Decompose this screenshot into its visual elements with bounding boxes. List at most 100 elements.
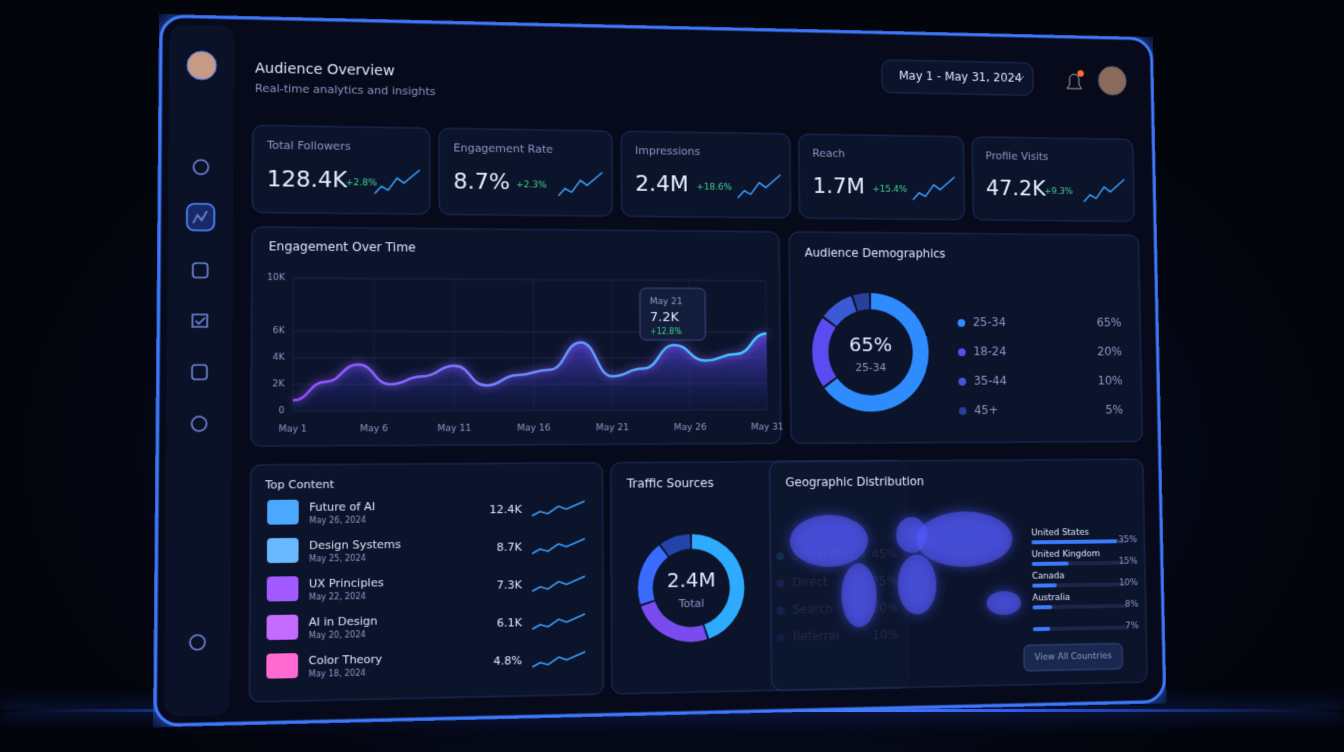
kpi-value: 1.7M: [813, 174, 865, 200]
map-region: [789, 514, 869, 568]
kpi-label: Profile Visits: [985, 150, 1048, 163]
tooltip-change: +12.8%: [650, 328, 682, 337]
item-date: May 26, 2024: [309, 516, 366, 526]
kpi-label: Reach: [812, 147, 845, 160]
date-picker[interactable]: [882, 60, 1034, 96]
legend-label: 45+: [974, 404, 998, 418]
tooltip-date: May 21: [650, 298, 683, 308]
tooltip: [640, 288, 706, 340]
item-value: 12.4K: [490, 503, 523, 516]
thumbnail: [266, 576, 299, 602]
x-tick-label: May 31: [751, 423, 783, 433]
thumbnail: [266, 653, 299, 679]
country-name: Canada: [1032, 572, 1065, 582]
floor-glow: [0, 709, 1344, 712]
page-title: Audience Overview: [255, 61, 395, 80]
tooltip-value: 7.2K: [650, 311, 679, 326]
item-title: Future of AI: [309, 500, 375, 514]
chart-title: Traffic Sources: [626, 476, 714, 491]
kpi-change: +18.6%: [696, 183, 732, 193]
page-subtitle: Real-time analytics and insights: [255, 82, 436, 98]
y-tick-label: 0: [278, 407, 284, 417]
donut-center-label: 25-34: [855, 361, 886, 374]
x-tick-label: May 16: [517, 424, 551, 434]
bar: [1031, 561, 1069, 566]
x-tick-label: May 21: [596, 424, 629, 434]
donut-segment: [820, 323, 830, 382]
date-range: May 1 - May 31, 2024: [899, 69, 1022, 85]
chart-title: Audience Demographics: [805, 246, 946, 261]
grid-line: [293, 278, 294, 411]
item-date: May 22, 2024: [309, 592, 366, 602]
country-name: Australia: [1032, 594, 1070, 604]
card: [789, 232, 1143, 444]
item-title: AI in Design: [309, 614, 378, 629]
y-tick-label: 2K: [272, 380, 285, 390]
bar: [1032, 605, 1053, 610]
kpi-value: 47.2K: [986, 176, 1047, 202]
donut-segment: [665, 541, 690, 550]
nav-active[interactable]: [187, 204, 215, 231]
bar: [1032, 626, 1051, 632]
kpi-value: 8.7%: [453, 169, 510, 196]
x-tick-label: May 6: [360, 425, 388, 435]
kpi-card: [252, 125, 430, 214]
kpi-change: +2.8%: [346, 179, 378, 189]
x-tick-label: May 11: [437, 424, 471, 434]
kpi-value: 2.4M: [635, 171, 688, 197]
bar-value: 15%: [1119, 557, 1138, 567]
y-tick-label: 4K: [273, 353, 286, 363]
user-avatar[interactable]: [1098, 66, 1126, 95]
legend-value: 5%: [1105, 403, 1123, 417]
item-value: 4.8%: [494, 654, 523, 668]
donut-segment: [856, 301, 870, 303]
kpi-change: +9.3%: [1044, 187, 1073, 197]
legend-value: 65%: [1097, 316, 1122, 330]
x-tick-label: May 1: [279, 425, 307, 435]
bar-value: 35%: [1118, 536, 1137, 546]
donut-center-value: 65%: [849, 333, 892, 356]
legend-label: 25-34: [973, 316, 1006, 330]
bar-value: 7%: [1125, 622, 1139, 632]
item-date: May 20, 2024: [309, 631, 366, 641]
y-tick-label: 10K: [267, 273, 286, 283]
map-region: [895, 516, 928, 553]
item-value: 8.7K: [497, 540, 523, 553]
donut-center-value: 2.4M: [667, 568, 716, 593]
dashboard: Audience Overview Real-time analytics an…: [153, 14, 1167, 728]
y-tick-label: 6K: [273, 327, 286, 337]
item-value: 7.3K: [497, 578, 523, 592]
item-title: Design Systems: [309, 538, 401, 552]
map-region: [841, 563, 877, 628]
button[interactable]: [1024, 643, 1123, 671]
map-region: [916, 511, 1013, 568]
kpi-label: Total Followers: [266, 139, 351, 153]
kpi-card: [439, 128, 612, 216]
country-name: United Kingdom: [1032, 550, 1101, 561]
bar-value: 8%: [1125, 600, 1139, 610]
item-date: May 25, 2024: [309, 554, 366, 564]
card: [249, 463, 603, 702]
kpi-change: +2.3%: [516, 181, 547, 191]
thumbnail: [266, 537, 299, 564]
kpi-card: [799, 134, 965, 220]
kpi-change: +15.4%: [873, 185, 908, 195]
sidebar: [163, 24, 235, 717]
kpi-card: [972, 137, 1135, 222]
sidebar-avatar: [187, 51, 217, 80]
card-title: Top Content: [264, 478, 335, 492]
legend-value: 20%: [1097, 345, 1122, 358]
bar: [1032, 583, 1057, 588]
sidebar-icons: [184, 160, 215, 650]
kpi-label: Impressions: [635, 144, 700, 158]
chart-title: Engagement Over Time: [269, 240, 416, 255]
legend-label: 35-44: [974, 374, 1007, 388]
item-title: Color Theory: [309, 653, 383, 668]
kpi-label: Engagement Rate: [453, 141, 553, 155]
item-title: UX Principles: [309, 576, 384, 590]
country-name: United States: [1031, 528, 1089, 538]
kpi-value: 128.4K: [267, 167, 348, 194]
legend-value: 10%: [1098, 374, 1123, 387]
map-region: [897, 554, 937, 615]
card-title: Geographic Distribution: [785, 475, 924, 490]
